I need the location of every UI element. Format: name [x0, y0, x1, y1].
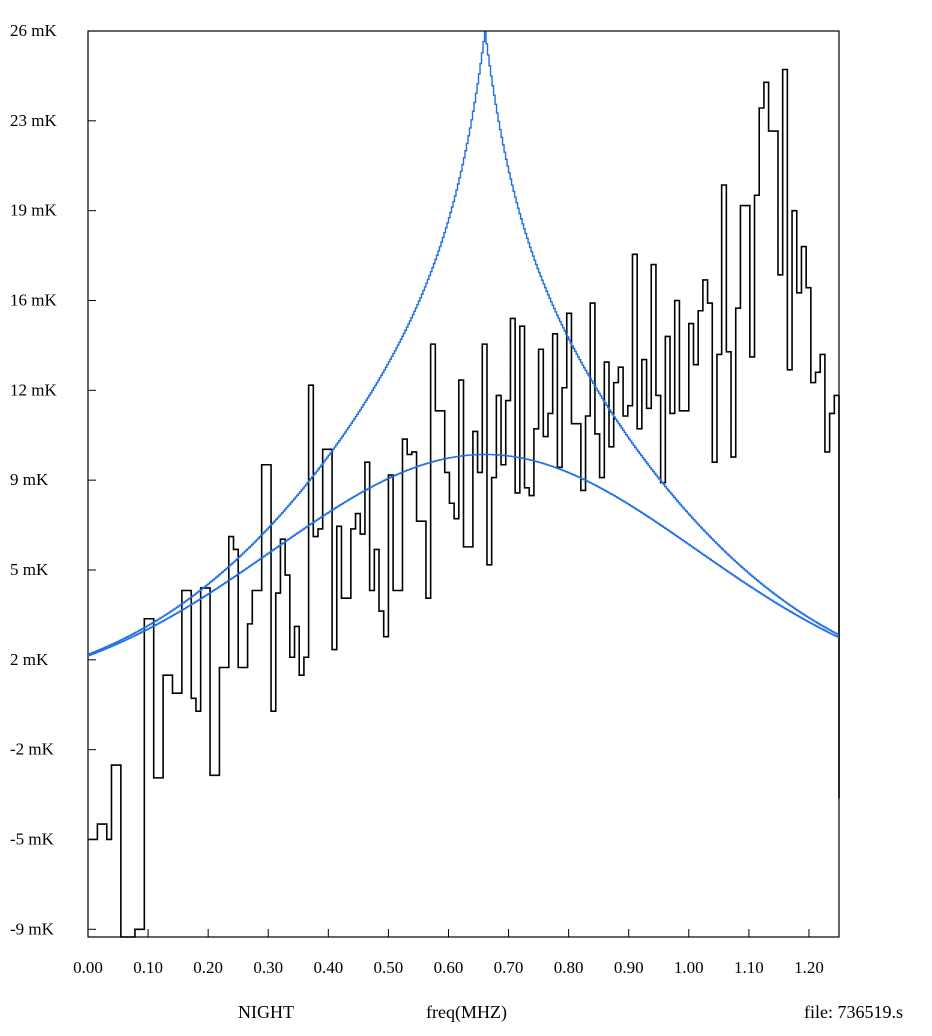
series-line-1 — [88, 68, 840, 938]
footer-file-label: file: 736519.s — [804, 1002, 903, 1022]
spectrum-chart: -9 mK -5 mK -2 mK 2 mK 5 mK 9 mK 12 mK 16 mK 19 … — [10, 21, 840, 977]
x-tick-label: 0.40 — [313, 958, 343, 977]
footer-left-label: NIGHT — [238, 1002, 294, 1022]
series-line-3 — [88, 453, 839, 657]
y-tick-label: 23 mK — [10, 111, 57, 130]
x-tick-label: 1.20 — [794, 958, 824, 977]
series-layer — [88, 31, 840, 938]
x-axis: 0.00 0.10 0.20 0.30 0.40 0.50 0.60 0.70 0.80 0.90… — [73, 929, 824, 977]
x-tick-label: 1.00 — [674, 958, 704, 977]
y-axis: -9 mK -5 mK -2 mK 2 mK 5 mK 9 mK 12 mK 16 mK 19 … — [10, 21, 96, 938]
y-tick-label: 26 mK — [10, 21, 57, 40]
y-tick-label: 9 mK — [10, 470, 49, 489]
x-tick-label: 0.60 — [434, 958, 464, 977]
x-tick-label: 0.10 — [133, 958, 163, 977]
y-tick-label: -9 mK — [10, 919, 55, 938]
y-tick-label: 19 mK — [10, 201, 57, 220]
x-tick-label: 0.70 — [494, 958, 524, 977]
x-tick-label: 0.00 — [73, 958, 103, 977]
y-tick-label: -5 mK — [10, 829, 55, 848]
y-tick-label: 5 mK — [10, 560, 49, 579]
x-tick-label: 0.50 — [374, 958, 404, 977]
x-tick-label: 0.30 — [253, 958, 283, 977]
x-tick-label: 1.10 — [734, 958, 764, 977]
series-line-2 — [88, 31, 839, 655]
y-tick-label: 16 mK — [10, 290, 57, 309]
y-tick-label: 2 mK — [10, 650, 49, 669]
x-tick-label: 0.80 — [554, 958, 584, 977]
y-tick-label: -2 mK — [10, 740, 55, 759]
x-tick-label: 0.90 — [614, 958, 644, 977]
y-tick-label: 12 mK — [10, 380, 57, 399]
x-axis-title: freq(MHZ) — [426, 1002, 507, 1022]
x-tick-label: 0.20 — [193, 958, 223, 977]
